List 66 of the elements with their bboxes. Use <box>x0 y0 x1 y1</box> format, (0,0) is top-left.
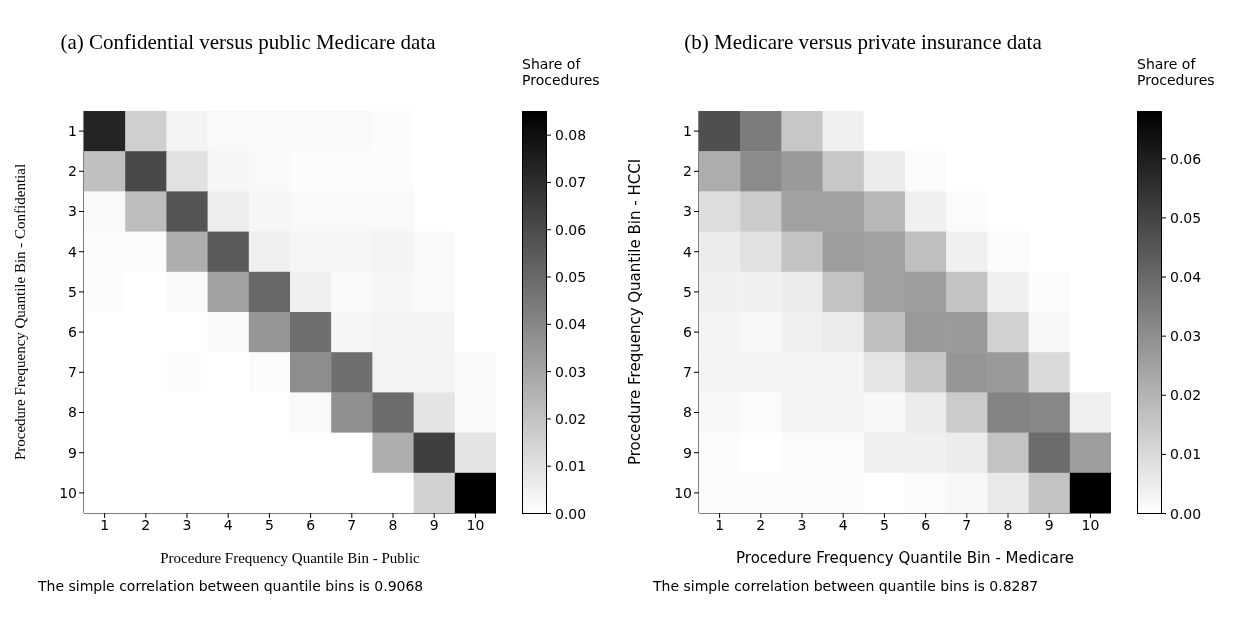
y-axis-title: Procedure Frequency Quantile Bin - HCCI <box>626 158 645 466</box>
x-tick-label: 3 <box>182 516 192 533</box>
y-tick-label: 5 <box>68 283 77 300</box>
x-tick-label: 2 <box>141 516 151 533</box>
x-tick-label: 1 <box>715 516 725 533</box>
y-tick-label: 1 <box>68 123 77 140</box>
y-tick-label: 9 <box>683 444 692 461</box>
color-bar-label: 0.04 <box>1170 269 1202 286</box>
x-tick-label: 8 <box>1003 516 1013 533</box>
color-bar-label: 0.06 <box>1170 150 1202 167</box>
color-bar-label: 0.03 <box>1170 328 1202 345</box>
text: The simple correlation between quantile bins is 0.8287 <box>653 578 1039 594</box>
y-tick-label: 10 <box>674 484 692 501</box>
x-tick-label: 7 <box>347 516 357 533</box>
x-tick-label: 2 <box>756 516 766 533</box>
color-bar-label: 0.01 <box>1170 446 1202 463</box>
x-tick-label: 6 <box>306 516 316 533</box>
y-tick-label: 1 <box>683 123 692 140</box>
color-bar-label: 0.00 <box>1170 505 1202 522</box>
color-bar-label: 0.01 <box>555 458 587 475</box>
color-bar-label: 0.02 <box>555 410 587 427</box>
x-axis-title: Procedure Frequency Quantile Bin - Medicare <box>736 549 1074 567</box>
text: The simple correlation between quantile bins is 0.9068 <box>38 578 424 594</box>
color-bar-label: 0.04 <box>555 316 587 333</box>
color-bar-label: 0.03 <box>555 363 587 380</box>
x-tick-label: 10 <box>1081 516 1100 533</box>
y-axis-title: Procedure Frequency Quantile Bin - Confidential <box>12 163 29 461</box>
y-tick-label: 8 <box>683 404 692 421</box>
color-bar-label: 0.06 <box>555 221 587 238</box>
y-tick-label: 2 <box>68 163 77 180</box>
x-tick-label: 4 <box>838 516 848 533</box>
x-tick-label: 8 <box>388 516 398 533</box>
y-tick-label: 8 <box>68 404 77 421</box>
color-bar-title: Share of Procedures <box>1137 56 1216 88</box>
color-bar-label: 0.07 <box>555 174 587 191</box>
y-tick-label: 10 <box>59 484 77 501</box>
x-tick-label: 3 <box>797 516 807 533</box>
y-tick-label: 2 <box>683 163 692 180</box>
x-tick-label: 10 <box>466 516 485 533</box>
y-tick-label: 7 <box>68 364 77 381</box>
color-bar-label: 0.05 <box>555 269 587 286</box>
x-tick-label: 1 <box>100 516 110 533</box>
color-bar-title: Share of Procedures <box>522 56 601 88</box>
y-tick-label: 3 <box>683 203 692 220</box>
chart-title: (a) Confidential versus public Medicare data <box>59 30 437 55</box>
y-tick-label: 9 <box>68 444 77 461</box>
x-tick-label: 5 <box>264 516 274 533</box>
x-tick-label: 9 <box>1044 516 1054 533</box>
y-tick-label: 4 <box>68 243 78 260</box>
x-tick-label: 6 <box>921 516 931 533</box>
x-tick-label: 4 <box>223 516 233 533</box>
x-tick-label: 9 <box>429 516 439 533</box>
color-bar-label: 0.08 <box>555 127 587 144</box>
y-tick-label: 7 <box>683 364 692 381</box>
chart-title: (b) Medicare versus private insurance data <box>683 30 1043 55</box>
y-tick-label: 6 <box>683 324 693 341</box>
x-axis-title: Procedure Frequency Quantile Bin - Public <box>160 550 421 566</box>
x-tick-label: 5 <box>879 516 889 533</box>
y-tick-label: 4 <box>683 243 693 260</box>
color-bar-label: 0.02 <box>1170 387 1202 404</box>
x-tick-label: 7 <box>962 516 972 533</box>
y-tick-label: 5 <box>683 283 692 300</box>
y-tick-label: 3 <box>68 203 77 220</box>
color-bar-label: 0.00 <box>555 505 587 522</box>
color-bar-label: 0.05 <box>1170 209 1202 226</box>
y-tick-label: 6 <box>68 324 78 341</box>
